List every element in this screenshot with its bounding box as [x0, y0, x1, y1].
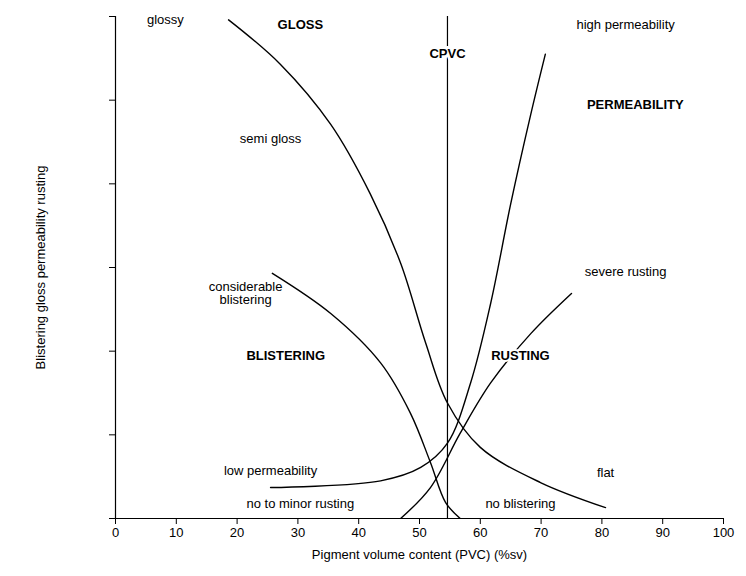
- svg-text:glossy: glossy: [147, 12, 184, 27]
- svg-text:semi gloss: semi gloss: [240, 131, 302, 146]
- svg-text:60: 60: [473, 525, 487, 540]
- svg-text:RUSTING: RUSTING: [491, 348, 550, 363]
- svg-text:considerableblistering: considerableblistering: [209, 279, 283, 307]
- svg-text:low permeability: low permeability: [224, 463, 318, 478]
- svg-text:10: 10: [169, 525, 183, 540]
- svg-text:20: 20: [230, 525, 244, 540]
- svg-text:Pigment volume content (PVC) (: Pigment volume content (PVC) (%sv): [312, 547, 527, 562]
- svg-text:0: 0: [112, 525, 119, 540]
- svg-text:Blistering gloss permeability: Blistering gloss permeability rusting: [33, 166, 48, 370]
- svg-text:CPVC: CPVC: [429, 46, 466, 61]
- svg-text:70: 70: [534, 525, 548, 540]
- svg-text:severe rusting: severe rusting: [585, 264, 667, 279]
- svg-text:flat: flat: [597, 465, 615, 480]
- svg-text:30: 30: [291, 525, 305, 540]
- svg-text:no blistering: no blistering: [485, 496, 555, 511]
- svg-text:BLISTERING: BLISTERING: [246, 348, 325, 363]
- svg-text:80: 80: [595, 525, 609, 540]
- svg-text:GLOSS: GLOSS: [278, 17, 324, 32]
- svg-text:100: 100: [713, 525, 735, 540]
- svg-text:no to minor rusting: no to minor rusting: [246, 496, 354, 511]
- svg-text:50: 50: [412, 525, 426, 540]
- svg-text:PERMEABILITY: PERMEABILITY: [587, 97, 684, 112]
- svg-text:high permeability: high permeability: [576, 17, 675, 32]
- svg-text:90: 90: [655, 525, 669, 540]
- svg-text:40: 40: [351, 525, 365, 540]
